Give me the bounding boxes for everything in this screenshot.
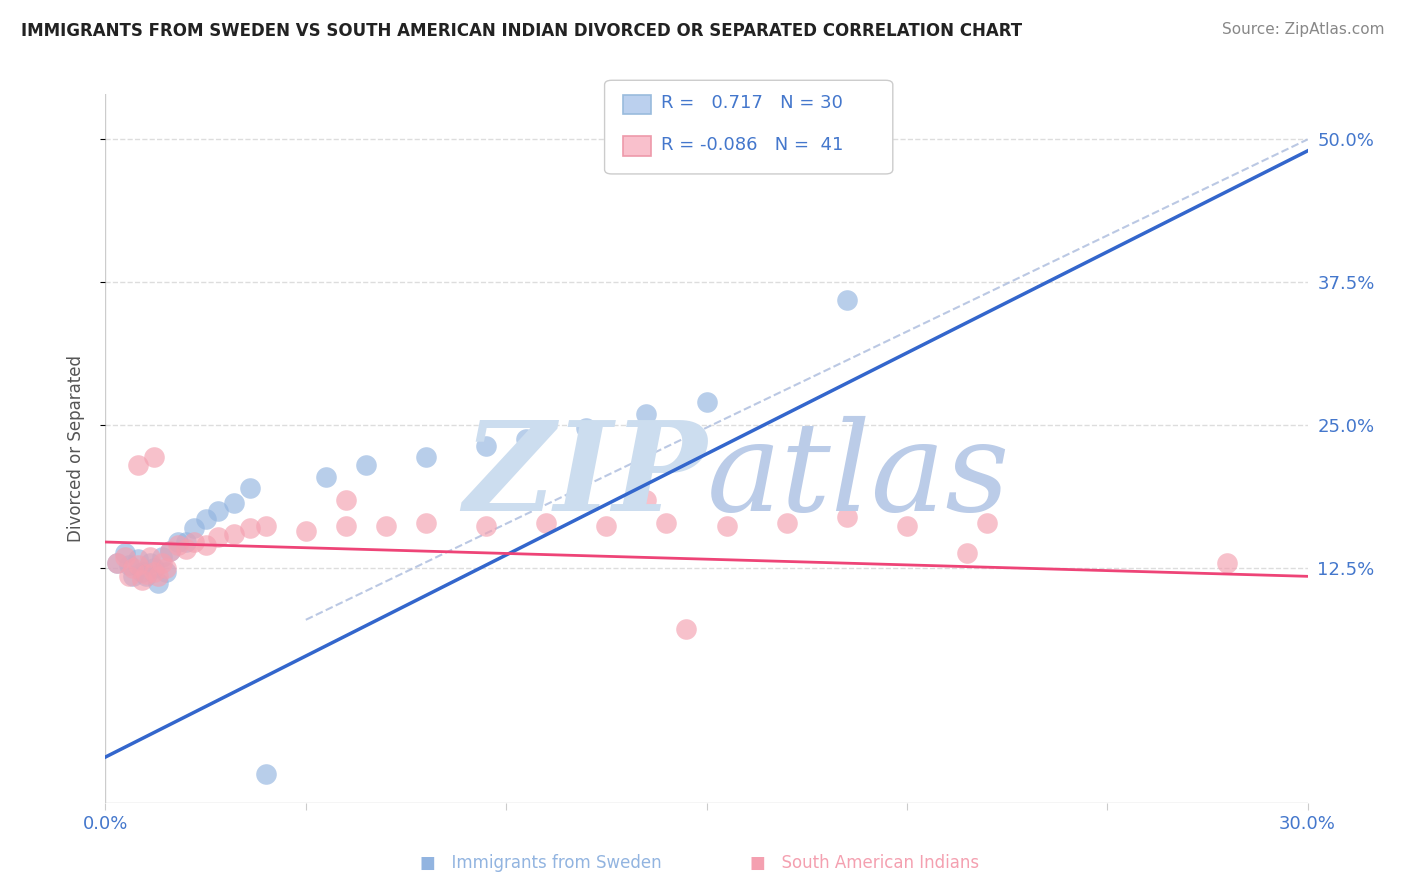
- Text: ■   Immigrants from Sweden: ■ Immigrants from Sweden: [420, 855, 662, 872]
- Point: [174, 541, 197, 556]
- Point: [183, 535, 205, 549]
- Point: [254, 519, 277, 533]
- Text: ZIP: ZIP: [463, 416, 707, 537]
- Point: [207, 504, 229, 518]
- Point: [127, 458, 149, 473]
- Point: [222, 527, 245, 541]
- Point: [146, 576, 169, 591]
- Point: [127, 558, 149, 572]
- Point: [138, 556, 160, 570]
- Point: [835, 293, 858, 307]
- Point: [956, 546, 979, 560]
- Point: [155, 565, 177, 579]
- Point: [159, 544, 181, 558]
- Point: [415, 450, 437, 465]
- Point: [254, 767, 277, 781]
- Point: [150, 556, 173, 570]
- Point: [776, 516, 799, 530]
- Point: [107, 556, 129, 570]
- Point: [142, 450, 165, 465]
- Point: [335, 492, 357, 507]
- Text: R = -0.086   N =  41: R = -0.086 N = 41: [661, 136, 844, 154]
- Point: [174, 535, 197, 549]
- Point: [835, 509, 858, 524]
- Point: [155, 561, 177, 575]
- Point: [146, 569, 169, 583]
- Point: [122, 569, 145, 583]
- Point: [239, 521, 262, 535]
- Point: [239, 481, 262, 495]
- Point: [315, 470, 337, 484]
- Point: [575, 420, 598, 434]
- Text: atlas: atlas: [707, 416, 1010, 537]
- Y-axis label: Divorced or Separated: Divorced or Separated: [66, 355, 84, 541]
- Point: [222, 496, 245, 510]
- Point: [118, 569, 141, 583]
- Point: [675, 622, 697, 636]
- Point: [354, 458, 377, 473]
- Point: [896, 519, 918, 533]
- Point: [183, 521, 205, 535]
- Point: [595, 519, 617, 533]
- Text: Source: ZipAtlas.com: Source: ZipAtlas.com: [1222, 22, 1385, 37]
- Point: [142, 561, 165, 575]
- Point: [194, 538, 217, 552]
- Point: [475, 439, 498, 453]
- Point: [716, 519, 738, 533]
- Point: [127, 552, 149, 566]
- Point: [335, 519, 357, 533]
- Point: [415, 516, 437, 530]
- Text: R =   0.717   N = 30: R = 0.717 N = 30: [661, 95, 842, 112]
- Point: [131, 573, 153, 587]
- Point: [114, 546, 136, 560]
- Point: [475, 519, 498, 533]
- Point: [976, 516, 998, 530]
- Point: [374, 519, 398, 533]
- Point: [142, 565, 165, 579]
- Point: [534, 516, 557, 530]
- Point: [107, 556, 129, 570]
- Point: [295, 524, 318, 538]
- Point: [515, 432, 537, 446]
- Point: [207, 531, 229, 545]
- Point: [150, 549, 173, 564]
- Point: [135, 567, 157, 582]
- Text: IMMIGRANTS FROM SWEDEN VS SOUTH AMERICAN INDIAN DIVORCED OR SEPARATED CORRELATIO: IMMIGRANTS FROM SWEDEN VS SOUTH AMERICAN…: [21, 22, 1022, 40]
- Point: [114, 549, 136, 564]
- Point: [138, 549, 160, 564]
- Point: [636, 492, 658, 507]
- Point: [696, 395, 718, 409]
- Point: [166, 535, 188, 549]
- Point: [655, 516, 678, 530]
- Text: ■   South American Indians: ■ South American Indians: [751, 855, 979, 872]
- Point: [166, 538, 188, 552]
- Point: [194, 512, 217, 526]
- Point: [636, 407, 658, 421]
- Point: [159, 544, 181, 558]
- Point: [135, 569, 157, 583]
- Point: [122, 561, 145, 575]
- Point: [118, 558, 141, 572]
- Point: [131, 565, 153, 579]
- Point: [1216, 556, 1239, 570]
